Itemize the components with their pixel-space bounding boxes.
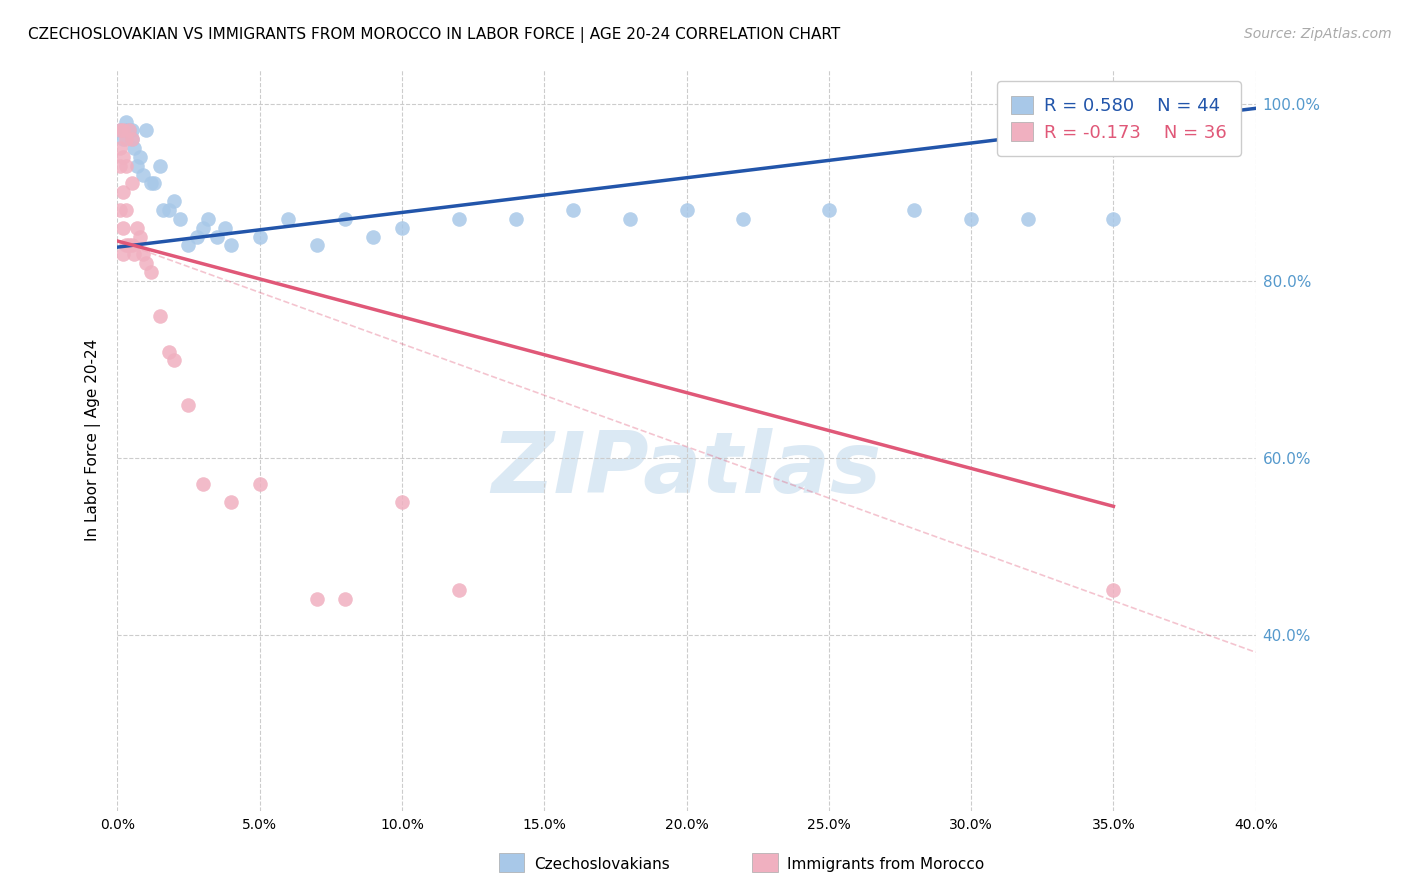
Point xyxy=(114,114,136,128)
Point xyxy=(447,211,470,226)
Point xyxy=(733,211,755,226)
Point xyxy=(333,592,356,607)
Point xyxy=(157,344,180,359)
Text: Source: ZipAtlas.com: Source: ZipAtlas.com xyxy=(1244,27,1392,41)
Point xyxy=(132,168,155,182)
Point xyxy=(118,123,141,137)
Point xyxy=(391,220,413,235)
Point xyxy=(1102,583,1125,598)
Point xyxy=(127,159,149,173)
Point xyxy=(191,477,214,491)
Point xyxy=(152,202,174,217)
Point xyxy=(219,495,242,509)
Point xyxy=(197,211,219,226)
Point xyxy=(129,150,152,164)
Point xyxy=(118,238,141,252)
Point xyxy=(333,211,356,226)
Point xyxy=(169,211,191,226)
Point xyxy=(363,229,385,244)
Point xyxy=(108,159,131,173)
Point xyxy=(817,202,839,217)
Point xyxy=(135,256,157,270)
Point xyxy=(111,123,134,137)
Point xyxy=(157,202,180,217)
Point xyxy=(108,141,131,155)
Point xyxy=(447,583,470,598)
Point xyxy=(1188,96,1211,111)
Point xyxy=(108,202,131,217)
Y-axis label: In Labor Force | Age 20-24: In Labor Force | Age 20-24 xyxy=(86,339,101,541)
Point xyxy=(305,238,328,252)
Point xyxy=(903,202,925,217)
Point xyxy=(214,220,236,235)
Point xyxy=(121,238,143,252)
Point xyxy=(177,398,200,412)
Point xyxy=(108,123,131,137)
Point xyxy=(118,123,141,137)
Point xyxy=(114,159,136,173)
Point xyxy=(163,194,186,209)
Point xyxy=(619,211,641,226)
Point xyxy=(132,247,155,261)
Point xyxy=(121,132,143,146)
Point xyxy=(114,123,136,137)
Point xyxy=(191,220,214,235)
Point xyxy=(391,495,413,509)
Point xyxy=(177,238,200,252)
Point xyxy=(135,123,157,137)
Point xyxy=(163,353,186,368)
Point xyxy=(186,229,208,244)
Point xyxy=(111,150,134,164)
Point xyxy=(249,229,271,244)
Text: Czechoslovakians: Czechoslovakians xyxy=(534,857,671,872)
Point xyxy=(249,477,271,491)
Point xyxy=(129,229,152,244)
Point xyxy=(124,247,146,261)
Point xyxy=(108,123,131,137)
Point xyxy=(1102,211,1125,226)
Point xyxy=(141,177,163,191)
Point xyxy=(111,186,134,200)
Point xyxy=(127,220,149,235)
Point xyxy=(141,265,163,279)
Point xyxy=(121,132,143,146)
Text: CZECHOSLOVAKIAN VS IMMIGRANTS FROM MOROCCO IN LABOR FORCE | AGE 20-24 CORRELATIO: CZECHOSLOVAKIAN VS IMMIGRANTS FROM MOROC… xyxy=(28,27,841,43)
Point xyxy=(1017,211,1039,226)
Point xyxy=(143,177,166,191)
Point xyxy=(505,211,527,226)
Point xyxy=(149,309,172,323)
Text: Immigrants from Morocco: Immigrants from Morocco xyxy=(787,857,984,872)
Point xyxy=(114,202,136,217)
Point xyxy=(149,159,172,173)
Point xyxy=(960,211,983,226)
Point xyxy=(305,592,328,607)
Point xyxy=(205,229,228,244)
Point xyxy=(277,211,299,226)
Point xyxy=(219,238,242,252)
Point xyxy=(121,177,143,191)
Point xyxy=(111,220,134,235)
Point xyxy=(114,132,136,146)
Legend: R = 0.580    N = 44, R = -0.173    N = 36: R = 0.580 N = 44, R = -0.173 N = 36 xyxy=(997,81,1241,156)
Point xyxy=(675,202,697,217)
Text: ZIPatlas: ZIPatlas xyxy=(491,428,882,511)
Point xyxy=(124,141,146,155)
Point xyxy=(111,132,134,146)
Point xyxy=(114,238,136,252)
Point xyxy=(111,247,134,261)
Point xyxy=(121,123,143,137)
Point xyxy=(561,202,583,217)
